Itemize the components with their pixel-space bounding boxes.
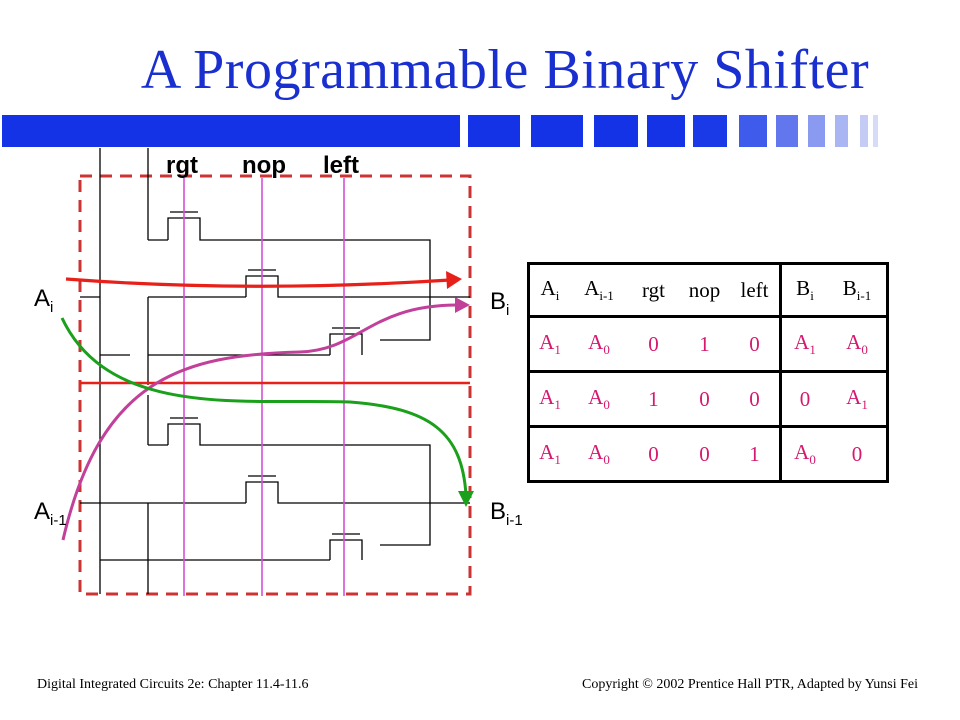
bar-segment <box>776 115 798 147</box>
bar-segment <box>594 115 638 147</box>
bar-segment <box>739 115 767 147</box>
bar-segment <box>808 115 825 147</box>
input-a-i-1-label: Ai-1 <box>34 498 67 529</box>
footer-chapter: Digital Integrated Circuits 2e: Chapter … <box>37 677 309 692</box>
header-nop: nop <box>679 263 730 318</box>
bar-segment <box>835 115 848 147</box>
table-cell: A0 <box>828 316 888 373</box>
header-rgt: rgt <box>628 263 679 318</box>
table-cell: A1 <box>528 426 570 483</box>
table-row: A1 A0 0 1 0 A1 A0 <box>528 316 888 373</box>
left-shift-arrow <box>60 317 474 507</box>
bar-segment <box>873 115 878 147</box>
nop-label: nop <box>242 152 286 179</box>
bar-segment <box>2 115 460 147</box>
output-b-i-1-label: Bi-1 <box>490 498 523 529</box>
table-cell: 0 <box>679 426 730 483</box>
table-cell: A0 <box>779 426 828 483</box>
bar-segment <box>647 115 685 147</box>
table-cell: 0 <box>730 371 781 428</box>
nop-path-arrow <box>65 271 462 289</box>
header-b-i-1: Bi-1 <box>828 263 888 318</box>
output-b-i-label: Bi <box>490 288 510 319</box>
table-row: A1 A0 1 0 0 0 A1 <box>528 371 888 428</box>
table-cell: A1 <box>828 371 888 428</box>
left-label: left <box>323 152 359 179</box>
header-left: left <box>730 263 781 318</box>
table-header-row: Ai Ai-1 rgt nop left Bi Bi-1 <box>528 263 888 318</box>
table-cell: 1 <box>679 316 730 373</box>
footer-copyright: Copyright © 2002 Prentice Hall PTR, Adap… <box>582 677 918 692</box>
bar-segment <box>860 115 868 147</box>
table-cell: 0 <box>628 426 679 483</box>
table-cell: A0 <box>570 316 628 373</box>
table-cell: 0 <box>679 371 730 428</box>
input-a-i-label: Ai <box>34 285 54 316</box>
table-cell: A0 <box>570 371 628 428</box>
table-cell: A1 <box>779 316 828 373</box>
header-a-i: Ai <box>528 263 570 318</box>
header-b-i: Bi <box>779 263 828 318</box>
table-cell: 0 <box>779 371 828 428</box>
right-shift-arrow <box>61 297 470 541</box>
table-cell: 1 <box>628 371 679 428</box>
rgt-label: rgt <box>166 152 198 179</box>
bar-segment <box>693 115 727 147</box>
slide-title: A Programmable Binary Shifter <box>140 39 870 101</box>
header-a-i-1: Ai-1 <box>570 263 628 318</box>
table-row: A1 A0 0 0 1 A0 0 <box>528 426 888 483</box>
table-cell: 1 <box>730 426 781 483</box>
dashed-outline-box <box>78 174 472 596</box>
table-cell: A1 <box>528 316 570 373</box>
bar-segment <box>468 115 520 147</box>
bar-segment <box>531 115 583 147</box>
table-cell: 0 <box>828 426 888 483</box>
table-cell: A0 <box>570 426 628 483</box>
title-decoration-bar <box>2 115 878 147</box>
shifter-truth-table: Ai Ai-1 rgt nop left Bi Bi-1 A1 A0 0 1 0… <box>527 262 889 483</box>
circuit-wiring <box>80 148 470 594</box>
table-cell: A1 <box>528 371 570 428</box>
table-cell: 0 <box>628 316 679 373</box>
table-cell: 0 <box>730 316 781 373</box>
